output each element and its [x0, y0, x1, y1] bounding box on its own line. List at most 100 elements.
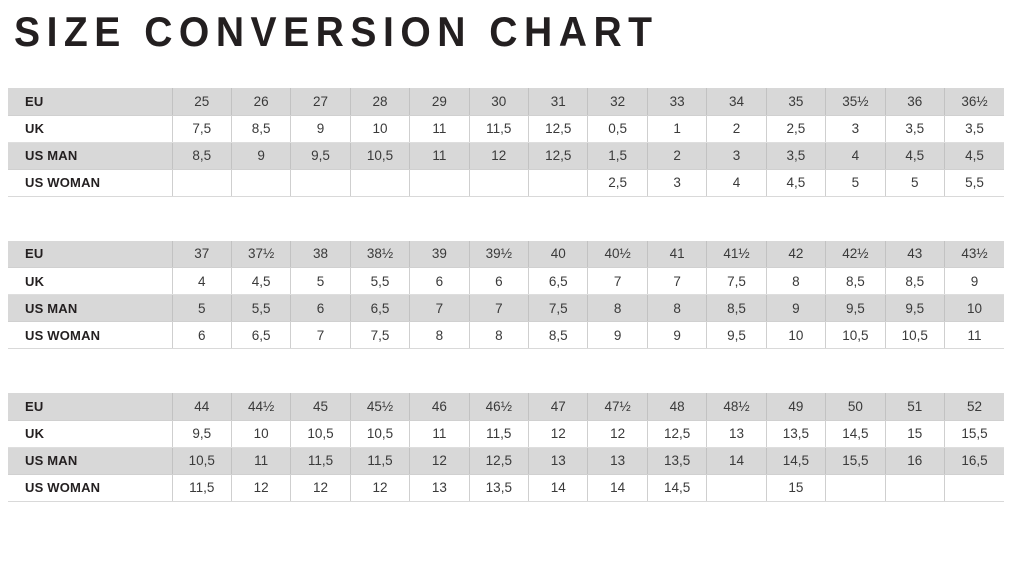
- table-cell: 15: [885, 420, 945, 448]
- table-cell: 45½: [350, 393, 411, 421]
- table-cell: 45: [290, 393, 351, 421]
- table-cell: 33: [647, 88, 708, 116]
- table-cell: 1: [647, 115, 708, 143]
- table-cell: 36½: [944, 88, 1004, 116]
- row-label-uk: UK: [8, 420, 173, 448]
- table-cell: 48: [647, 393, 708, 421]
- table-cell: 14,5: [766, 447, 827, 475]
- table-cell: 4: [172, 267, 232, 295]
- row-label-eu: EU: [8, 393, 173, 421]
- table-cell: 8: [647, 294, 708, 322]
- table-cell-empty: [885, 474, 945, 502]
- table-cell: 51: [885, 393, 945, 421]
- table-cell: 7,5: [706, 267, 767, 295]
- table-cell: 41½: [706, 240, 767, 268]
- row-label-us-woman: US WOMAN: [8, 321, 173, 349]
- table-cell: 29: [409, 88, 470, 116]
- table-cell: 11,5: [469, 115, 530, 143]
- table-cell: 13: [587, 447, 648, 475]
- table-cell: 7,5: [350, 321, 411, 349]
- table-cell: 9,5: [825, 294, 886, 322]
- table-cell: 4,5: [885, 142, 945, 170]
- table-cell: 11: [409, 420, 470, 448]
- table-cell: 27: [290, 88, 351, 116]
- table-cell: 36: [885, 88, 945, 116]
- table-cell: 9,5: [290, 142, 351, 170]
- table-cell: 10,5: [172, 447, 232, 475]
- table-cell: 11: [944, 321, 1004, 349]
- table-cell: 12: [350, 474, 411, 502]
- table-cell: 9: [647, 321, 708, 349]
- table-cell: 12: [469, 142, 530, 170]
- table-cell: 14,5: [647, 474, 708, 502]
- table-cell: 13: [706, 420, 767, 448]
- table-row: US WOMAN 6 6,5 7 7,5 8 8 8,5 9 9 9,5 10 10,5 10,5 11: [8, 321, 1004, 349]
- table-cell: 44½: [231, 393, 292, 421]
- table-cell: 9,5: [172, 420, 232, 448]
- table-cell: 3,5: [944, 115, 1004, 143]
- table-cell: 35: [766, 88, 827, 116]
- table-cell: 0,5: [587, 115, 648, 143]
- table-cell: 2: [647, 142, 708, 170]
- table-cell: 34: [706, 88, 767, 116]
- table-cell: 4,5: [944, 142, 1004, 170]
- table-cell: 12: [290, 474, 351, 502]
- table-cell: 37½: [231, 240, 292, 268]
- size-tables-container: EU 25 26 27 28 29 30 31 32 33 34 35 35½ 36 36½ UK 7,5 8,5…: [0, 88, 1012, 502]
- table-cell: 30: [469, 88, 530, 116]
- table-cell-empty: [350, 169, 411, 197]
- table-cell: 44: [172, 393, 232, 421]
- table-cell: 16,5: [944, 447, 1004, 475]
- table-cell: 5: [825, 169, 886, 197]
- table-cell: 7,5: [528, 294, 589, 322]
- table-cell: 11: [231, 447, 292, 475]
- table-row: US WOMAN 11,5 12 12 12 13 13,5 14 14 14,5 15: [8, 474, 1004, 502]
- row-label-uk: UK: [8, 267, 173, 295]
- table-cell-empty: [944, 474, 1004, 502]
- table-cell: 7: [290, 321, 351, 349]
- table-cell: 14: [587, 474, 648, 502]
- table-cell: 3,5: [766, 142, 827, 170]
- table-cell: 13,5: [766, 420, 827, 448]
- table-cell: 41: [647, 240, 708, 268]
- table-cell: 8,5: [172, 142, 232, 170]
- row-label-us-man: US MAN: [8, 447, 173, 475]
- table-cell-empty: [290, 169, 351, 197]
- table-cell: 7: [469, 294, 530, 322]
- table-cell: 50: [825, 393, 886, 421]
- table-cell: 5,5: [944, 169, 1004, 197]
- table-cell: 10,5: [825, 321, 886, 349]
- table-cell: 10: [766, 321, 827, 349]
- table-cell: 12: [528, 420, 589, 448]
- table-cell: 7: [409, 294, 470, 322]
- table-cell: 11,5: [350, 447, 411, 475]
- table-row: UK 4 4,5 5 5,5 6 6 6,5 7 7 7,5 8 8,5 8,5 9: [8, 267, 1004, 295]
- table-row: UK 7,5 8,5 9 10 11 11,5 12,5 0,5 1 2 2,5 3 3,5 3,5: [8, 115, 1004, 143]
- table-cell: 10,5: [350, 142, 411, 170]
- table-cell: 9,5: [885, 294, 945, 322]
- table-cell: 26: [231, 88, 292, 116]
- table-cell: 31: [528, 88, 589, 116]
- row-label-us-woman: US WOMAN: [8, 474, 173, 502]
- table-cell: 47½: [587, 393, 648, 421]
- table-cell: 28: [350, 88, 411, 116]
- table-cell: 4: [825, 142, 886, 170]
- table-cell: 7: [587, 267, 648, 295]
- table-cell: 11,5: [290, 447, 351, 475]
- table-cell: 16: [885, 447, 945, 475]
- table-cell-empty: [231, 169, 292, 197]
- table-cell: 40: [528, 240, 589, 268]
- table-cell: 11: [409, 115, 470, 143]
- table-cell: 5,5: [350, 267, 411, 295]
- table-cell: 11: [409, 142, 470, 170]
- table-cell: 12: [587, 420, 648, 448]
- table-cell: 39: [409, 240, 470, 268]
- table-cell: 10: [944, 294, 1004, 322]
- table-cell: 35½: [825, 88, 886, 116]
- table-row: US MAN 5 5,5 6 6,5 7 7 7,5 8 8 8,5 9 9,5 9,5 10: [8, 294, 1004, 322]
- table-cell: 12: [231, 474, 292, 502]
- table-cell: 15,5: [825, 447, 886, 475]
- table-cell: 6,5: [350, 294, 411, 322]
- table-cell: 9: [290, 115, 351, 143]
- table-cell: 8,5: [825, 267, 886, 295]
